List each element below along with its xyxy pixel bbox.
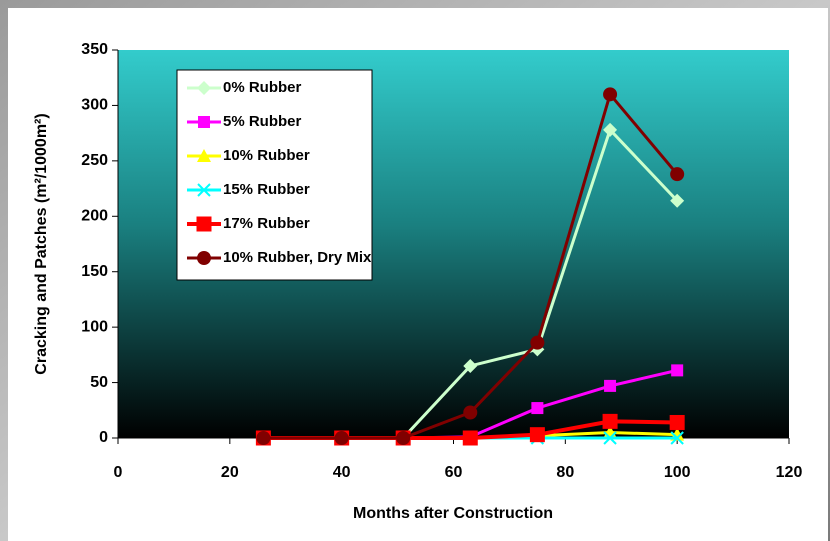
marker [602,413,618,429]
legend: 0% Rubber 5% Rubber 10% Rubber 15% Rubber 17… [176,69,373,281]
marker [396,431,411,445]
x-tick-label: 120 [776,464,803,481]
x-tick-label: 80 [556,464,574,481]
y-tick-label: 0 [99,429,108,446]
y-tick-label: 350 [81,41,108,58]
x-tick-label: 60 [445,464,463,481]
marker [197,183,211,197]
y-tick-label: 100 [81,318,108,335]
marker [670,431,684,445]
y-tick-label: 250 [81,152,108,169]
marker [197,149,211,162]
marker [531,402,544,415]
marker [256,431,271,445]
x-tick-label: 20 [221,464,239,481]
marker [603,122,618,137]
legend-label: 5% Rubber [223,113,302,130]
x-tick-label: 100 [664,464,691,481]
legend-box [176,69,373,281]
legend-label: 10% Rubber [223,147,310,164]
marker [670,193,685,208]
marker [334,431,349,445]
marker [462,430,478,446]
marker [197,81,211,95]
y-tick-label: 150 [81,263,108,280]
marker [603,87,618,102]
marker [197,251,211,265]
legend-label: 10% Rubber, Dry Mix [223,249,372,266]
legend-label: 0% Rubber [223,79,302,96]
x-tick-label: 0 [114,464,123,481]
marker [530,335,545,350]
y-tick-label: 50 [90,374,108,391]
marker [463,405,478,420]
marker [669,414,685,430]
legend-label: 17% Rubber [223,215,310,232]
x-axis-label: Months after Construction [353,505,553,522]
marker [198,116,210,128]
x-tick-label: 40 [333,464,351,481]
y-axis-label: Cracking and Patches (m²/1000m²) [33,113,50,374]
y-tick-label: 300 [81,97,108,114]
marker [671,364,684,377]
y-tick-label: 200 [81,208,108,225]
legend-label: 15% Rubber [223,181,310,198]
marker [670,167,685,182]
marker [529,427,545,443]
marker [604,379,617,392]
marker [463,358,478,373]
marker [603,431,617,445]
marker [196,216,212,232]
